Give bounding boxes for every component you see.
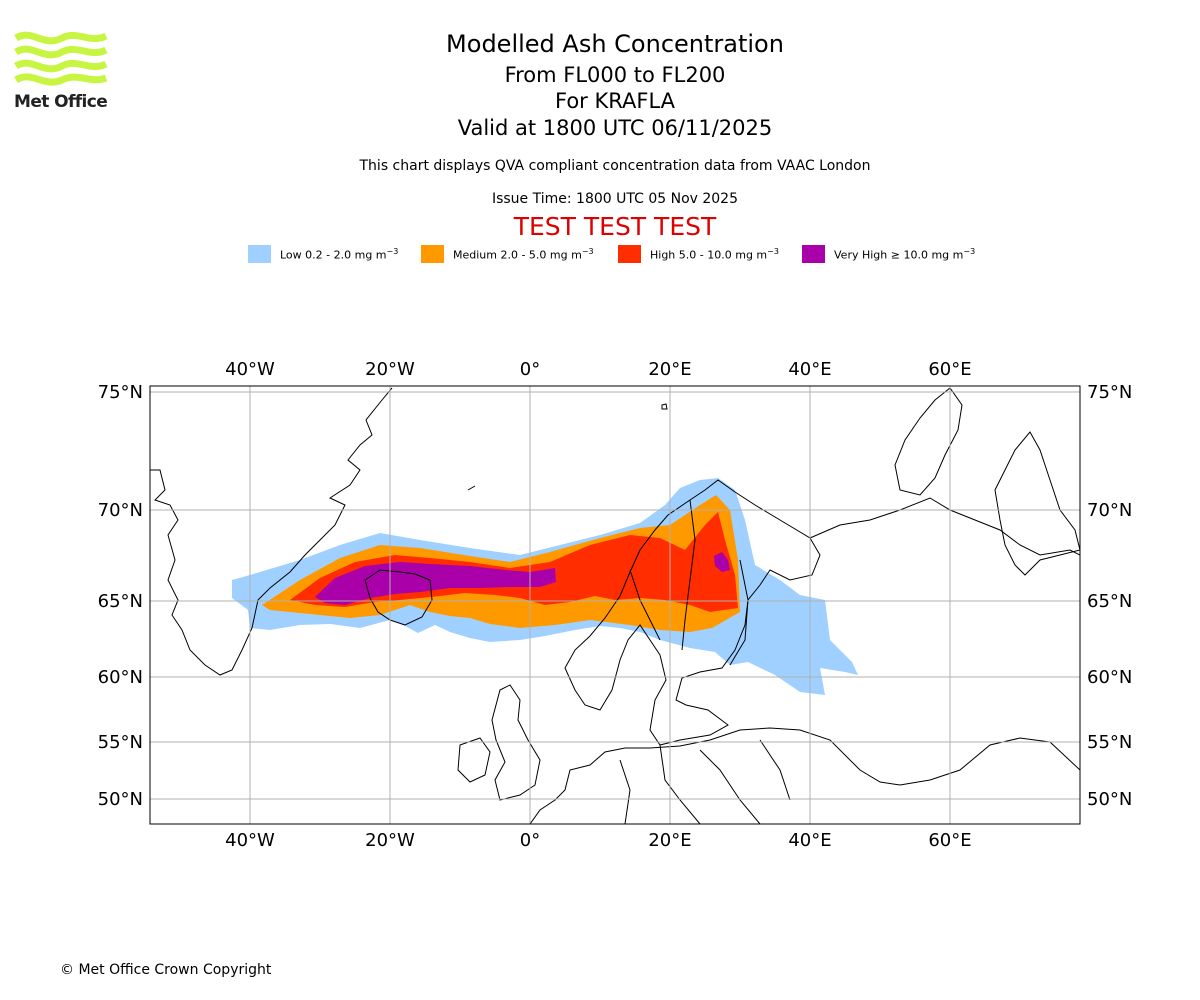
lon-label-bottom: 0° xyxy=(520,830,540,851)
lat-label-right: 60°N xyxy=(1087,667,1132,688)
volcano-name: For KRAFLA xyxy=(555,89,675,113)
legend: Low 0.2 - 2.0 mg m−3 Medium 2.0 - 5.0 mg… xyxy=(0,244,1200,264)
lon-label-bottom: 40°E xyxy=(788,830,831,851)
legend-item-very-high: Very High ≥ 10.0 mg m−3 xyxy=(802,244,975,264)
issue-time: Issue Time: 1800 UTC 05 Nov 2025 xyxy=(491,191,739,207)
lon-label-bottom: 60°E xyxy=(928,830,971,851)
logo-text: Met Office xyxy=(14,92,108,112)
lat-label-right: 65°N xyxy=(1087,591,1132,612)
coast-uk xyxy=(491,684,541,801)
lat-label-right: 75°N xyxy=(1087,382,1132,403)
legend-swatch-very-high xyxy=(802,245,825,263)
lon-label-bottom: 40°W xyxy=(225,830,275,851)
legend-item-low: Low 0.2 - 2.0 mg m−3 xyxy=(248,244,398,264)
coast-scandinavia xyxy=(564,479,821,746)
copyright: © Met Office Crown Copyright xyxy=(60,962,272,978)
legend-label-medium: Medium 2.0 - 5.0 mg m−3 xyxy=(453,246,594,262)
lat-label-left: 75°N xyxy=(98,382,143,403)
coast-ireland xyxy=(457,737,491,783)
coast-novaya-zemlya xyxy=(894,387,963,496)
coast-greenland xyxy=(150,387,393,676)
lon-label-bottom: 20°W xyxy=(365,830,415,851)
coast-yamal xyxy=(994,431,1080,576)
lat-label-right: 50°N xyxy=(1087,789,1132,810)
legend-swatch-medium xyxy=(421,245,444,263)
lat-label-left: 65°N xyxy=(98,591,143,612)
ash-very-high-area-east xyxy=(714,552,730,572)
lon-label-top: 40°W xyxy=(225,359,275,380)
map-frame xyxy=(149,385,1081,825)
lon-label-top: 20°W xyxy=(365,359,415,380)
met-office-logo: Met Office xyxy=(14,30,108,112)
coast-europe xyxy=(529,727,1080,824)
lat-label-left: 60°N xyxy=(98,667,143,688)
legend-label-very-high: Very High ≥ 10.0 mg m−3 xyxy=(834,246,976,262)
coast-svalbard xyxy=(661,403,668,410)
lat-label-left: 50°N xyxy=(98,789,143,810)
lat-label-left: 70°N xyxy=(98,500,143,521)
wave-logo-icon xyxy=(14,31,108,86)
coast-iceland xyxy=(364,569,433,626)
lon-label-top: 40°E xyxy=(788,359,831,380)
coastlines xyxy=(150,387,1080,824)
lat-label-right: 55°N xyxy=(1087,732,1132,753)
test-banner: TEST TEST TEST xyxy=(513,212,717,241)
graticule xyxy=(150,386,1080,824)
legend-item-high: High 5.0 - 10.0 mg m−3 xyxy=(618,244,779,264)
legend-swatch-low xyxy=(248,245,271,263)
lon-label-top: 0° xyxy=(520,359,540,380)
chart-description: This chart displays QVA compliant concen… xyxy=(359,158,871,174)
coast-russia xyxy=(809,497,1080,556)
legend-item-medium: Medium 2.0 - 5.0 mg m−3 xyxy=(421,244,594,264)
legend-label-high: High 5.0 - 10.0 mg m−3 xyxy=(650,246,779,262)
valid-time: Valid at 1800 UTC 06/11/2025 xyxy=(457,116,773,140)
lat-label-right: 70°N xyxy=(1087,500,1132,521)
chart-title: Modelled Ash Concentration xyxy=(446,30,784,58)
flight-level-range: From FL000 to FL200 xyxy=(504,63,726,87)
legend-label-low: Low 0.2 - 2.0 mg m−3 xyxy=(280,246,399,262)
lon-label-bottom: 20°E xyxy=(648,830,691,851)
lon-label-top: 20°E xyxy=(648,359,691,380)
legend-swatch-high xyxy=(618,245,641,263)
lat-label-left: 55°N xyxy=(98,732,143,753)
lon-label-top: 60°E xyxy=(928,359,971,380)
